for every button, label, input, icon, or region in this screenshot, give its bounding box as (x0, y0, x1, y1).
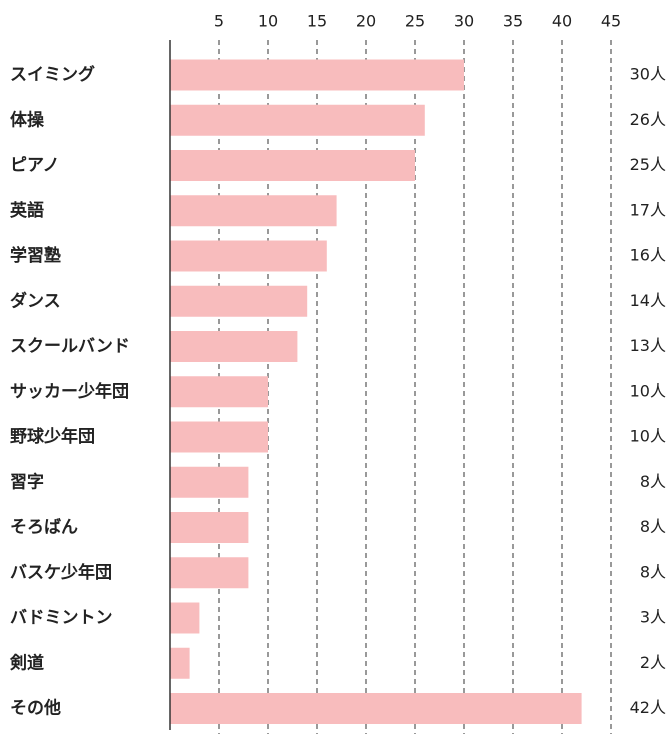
category-label: そろばん (10, 518, 78, 538)
value-label: 16人 (630, 246, 666, 265)
bar (170, 331, 297, 362)
bar (170, 376, 268, 407)
x-tick-label: 35 (503, 12, 523, 31)
category-label: サッカー少年団 (10, 381, 129, 402)
x-tick-label: 45 (601, 12, 621, 31)
x-tick-label: 5 (214, 12, 224, 31)
category-label: バスケ少年団 (10, 562, 112, 583)
bar (170, 150, 415, 181)
bar (170, 648, 190, 679)
value-label: 17人 (630, 200, 666, 219)
bar (170, 422, 268, 453)
bar (170, 557, 248, 588)
value-label: 25人 (630, 155, 666, 174)
bar (170, 467, 248, 498)
category-label: 野球少年団 (10, 426, 95, 447)
value-label: 2人 (640, 653, 666, 672)
x-tick-label: 20 (356, 12, 376, 31)
category-label: 体操 (10, 109, 44, 130)
value-label: 8人 (640, 517, 666, 536)
value-label: 3人 (640, 608, 666, 627)
category-label: 習字 (10, 471, 44, 492)
category-label: スクールバンド (10, 337, 130, 357)
bar (170, 105, 425, 136)
value-label: 26人 (630, 110, 666, 129)
bar (170, 60, 464, 91)
bar (170, 512, 248, 543)
category-label: ピアノ (10, 156, 59, 176)
value-label: 13人 (630, 336, 666, 355)
value-label: 10人 (630, 381, 666, 400)
value-label: 10人 (630, 427, 666, 446)
value-label: 8人 (640, 472, 666, 491)
x-tick-label: 10 (258, 12, 278, 31)
page: 5 10 15 20 25 30 35 40 45 スイミング 30人体操 26人ピアノ 25人英語 17… (0, 0, 672, 738)
category-label: ダンス (10, 290, 61, 311)
x-tick-label: 25 (405, 12, 425, 31)
bar (170, 195, 337, 226)
value-label: 8人 (640, 562, 666, 581)
category-label: スイミング (10, 64, 95, 85)
bar (170, 603, 199, 634)
bar (170, 693, 582, 724)
category-label: 英語 (10, 200, 44, 221)
value-label: 42人 (630, 698, 666, 717)
value-label: 14人 (630, 291, 666, 310)
x-tick-label: 15 (307, 12, 327, 31)
x-tick-label: 30 (454, 12, 474, 31)
category-label: バドミントン (10, 608, 113, 628)
bar (170, 286, 307, 317)
category-label: 学習塾 (10, 245, 61, 266)
x-tick-label: 40 (552, 12, 572, 31)
category-label: その他 (10, 698, 61, 719)
chart: 5 10 15 20 25 30 35 40 45 スイミング 30人体操 26人ピアノ 25人英語 17… (0, 0, 672, 734)
bar (170, 241, 327, 272)
value-label: 30人 (630, 65, 666, 84)
category-label: 剣道 (9, 652, 44, 673)
